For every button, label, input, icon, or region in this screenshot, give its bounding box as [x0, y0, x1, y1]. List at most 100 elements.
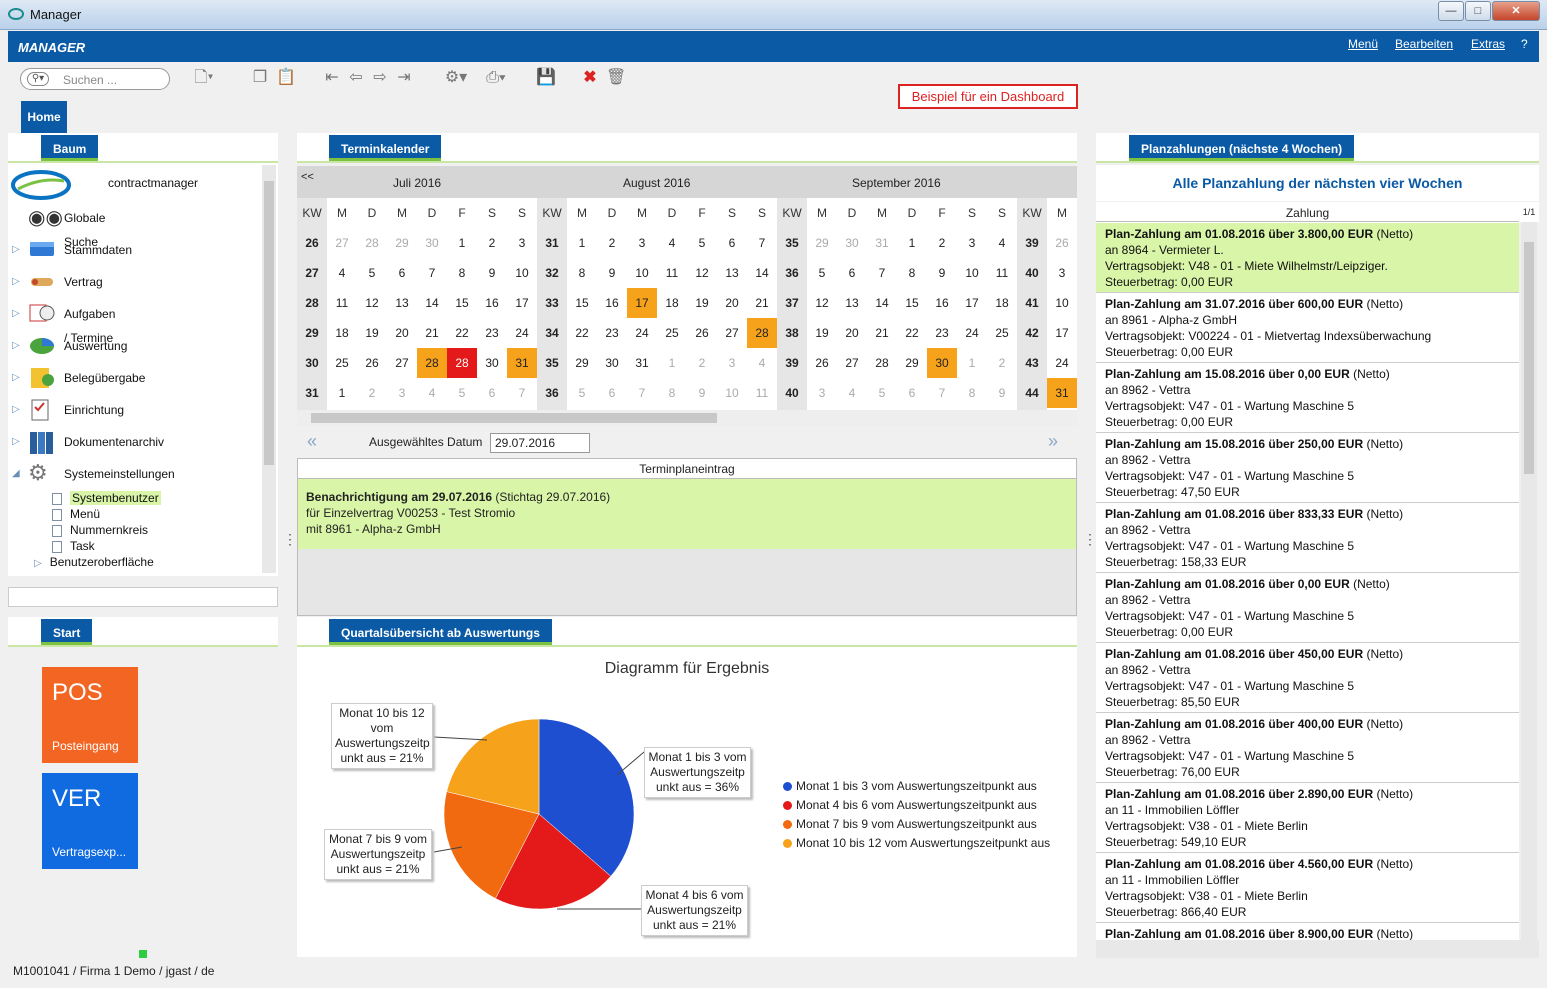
day-cell[interactable]: 18: [995, 296, 1009, 310]
day-cell[interactable]: 3: [518, 236, 526, 250]
pie-slice[interactable]: [495, 813, 612, 910]
maximize-icon[interactable]: □: [1465, 1, 1491, 21]
day-cell[interactable]: 2: [608, 236, 616, 250]
day-cell[interactable]: 7: [428, 266, 436, 280]
day-cell[interactable]: 26: [365, 356, 379, 370]
day-cell[interactable]: 7: [758, 236, 766, 250]
day-cell[interactable]: 29: [395, 236, 409, 250]
pie-slice[interactable]: [538, 718, 635, 877]
day-cell[interactable]: 8: [578, 266, 586, 280]
scroll-thumb[interactable]: [311, 413, 717, 423]
day-cell[interactable]: 20: [395, 326, 409, 340]
tab-home[interactable]: Home: [21, 101, 67, 133]
payments-hscroll[interactable]: [1096, 940, 1539, 958]
paste-icon[interactable]: 📋: [276, 69, 296, 86]
tree-scrollbar[interactable]: [262, 165, 276, 573]
close-icon[interactable]: ✕: [1492, 1, 1540, 21]
search-icon[interactable]: ⚲▾: [27, 72, 49, 86]
day-cell[interactable]: 13: [845, 296, 859, 310]
day-cell[interactable]: 5: [458, 386, 466, 400]
day-cell[interactable]: 1: [578, 236, 586, 250]
day-cell[interactable]: 9: [998, 386, 1006, 400]
prev-month-icon[interactable]: «: [307, 431, 318, 451]
menu-menue[interactable]: Menü: [1348, 37, 1379, 51]
menu-help[interactable]: ?: [1521, 37, 1528, 51]
day-cell[interactable]: 5: [368, 266, 376, 280]
day-cell[interactable]: 27: [845, 356, 859, 370]
day-cell[interactable]: 10: [515, 266, 529, 280]
day-cell[interactable]: 19: [695, 296, 709, 310]
payment-row[interactable]: Plan-Zahlung am 01.08.2016 über 400,00 E…: [1096, 713, 1519, 783]
day-cell[interactable]: 4: [338, 266, 346, 280]
tab-planzahlungen[interactable]: Planzahlungen (nächste 4 Wochen): [1129, 135, 1355, 161]
day-cell[interactable]: 15: [455, 296, 469, 310]
expand-arrow-icon[interactable]: ▷: [12, 404, 20, 415]
day-cell[interactable]: 15: [575, 296, 589, 310]
day-cell[interactable]: 27: [725, 326, 739, 340]
day-cell[interactable]: 13: [395, 296, 409, 310]
day-cell[interactable]: 9: [938, 266, 946, 280]
day-cell[interactable]: 6: [848, 266, 856, 280]
day-cell[interactable]: 6: [488, 386, 496, 400]
day-cell[interactable]: 3: [398, 386, 406, 400]
terminplan-entry[interactable]: Benachrichtigung am 29.07.2016 (Stichtag…: [298, 479, 1076, 549]
scroll-thumb[interactable]: [1524, 242, 1534, 474]
payment-row[interactable]: Plan-Zahlung am 15.08.2016 über 0,00 EUR…: [1096, 363, 1519, 433]
tree-sub-task[interactable]: Task: [52, 538, 95, 554]
tree-filter-input[interactable]: [8, 587, 278, 607]
payments-scrollbar[interactable]: [1521, 222, 1537, 940]
new-document-icon[interactable]: 🗋▾: [194, 69, 214, 86]
day-cell[interactable]: 21: [755, 296, 769, 310]
day-cell[interactable]: 6: [608, 386, 616, 400]
day-cell[interactable]: 25: [665, 326, 679, 340]
day-cell[interactable]: 11: [755, 386, 769, 400]
scroll-thumb[interactable]: [264, 181, 274, 465]
day-cell[interactable]: 15: [905, 296, 919, 310]
day-cell[interactable]: 3: [968, 236, 976, 250]
payment-row[interactable]: Plan-Zahlung am 01.08.2016 über 450,00 E…: [1096, 643, 1519, 713]
day-cell[interactable]: 17: [1055, 326, 1069, 340]
tree-sub-nummernkreis[interactable]: Nummernkreis: [52, 522, 148, 538]
day-cell[interactable]: 31: [507, 348, 537, 378]
day-cell[interactable]: 4: [998, 236, 1006, 250]
payment-row[interactable]: Plan-Zahlung am 15.08.2016 über 250,00 E…: [1096, 433, 1519, 503]
payment-row[interactable]: Plan-Zahlung am 01.08.2016 über 0,00 EUR…: [1096, 573, 1519, 643]
next-icon[interactable]: ⇨: [373, 69, 387, 86]
day-cell[interactable]: 26: [1055, 236, 1069, 250]
day-cell[interactable]: 1: [668, 356, 676, 370]
day-cell[interactable]: 8: [908, 266, 916, 280]
day-cell[interactable]: 31: [1047, 378, 1077, 408]
day-cell[interactable]: 29: [575, 356, 589, 370]
day-cell[interactable]: 19: [815, 326, 829, 340]
day-cell[interactable]: 4: [668, 236, 676, 250]
day-cell[interactable]: 5: [878, 386, 886, 400]
day-cell[interactable]: 1: [338, 386, 346, 400]
day-cell[interactable]: 29: [905, 356, 919, 370]
day-cell[interactable]: 24: [635, 326, 649, 340]
day-cell[interactable]: 23: [935, 326, 949, 340]
expand-arrow-icon[interactable]: ▷: [12, 276, 20, 287]
day-cell[interactable]: 28: [747, 318, 777, 348]
day-cell[interactable]: 9: [488, 266, 496, 280]
day-cell[interactable]: 4: [848, 386, 856, 400]
expand-arrow-icon[interactable]: ▷: [34, 558, 42, 569]
day-cell[interactable]: 17: [965, 296, 979, 310]
payment-row[interactable]: Plan-Zahlung am 31.07.2016 über 600,00 E…: [1096, 293, 1519, 363]
expand-arrow-icon[interactable]: ▷: [12, 340, 20, 351]
tree-sub-systembenutzer[interactable]: Systembenutzer: [52, 490, 161, 506]
expand-arrow-icon[interactable]: ▷: [12, 308, 20, 319]
day-cell[interactable]: 28: [417, 348, 447, 378]
pie-slice[interactable]: [443, 791, 540, 899]
selected-date-input[interactable]: 29.07.2016: [490, 433, 590, 453]
expand-arrow-icon[interactable]: ▷: [12, 372, 20, 383]
expand-arrow-icon[interactable]: ▷: [12, 244, 20, 255]
day-cell[interactable]: 23: [605, 326, 619, 340]
tile-vertragsexp[interactable]: VER Vertragsexp...: [42, 773, 138, 869]
splitter-handle[interactable]: ⋮: [283, 531, 297, 547]
day-cell[interactable]: 24: [1055, 356, 1069, 370]
day-cell[interactable]: 5: [578, 386, 586, 400]
menu-bearbeiten[interactable]: Bearbeiten: [1395, 37, 1454, 51]
day-cell[interactable]: 14: [875, 296, 889, 310]
day-cell[interactable]: 22: [905, 326, 919, 340]
day-cell[interactable]: 5: [698, 236, 706, 250]
